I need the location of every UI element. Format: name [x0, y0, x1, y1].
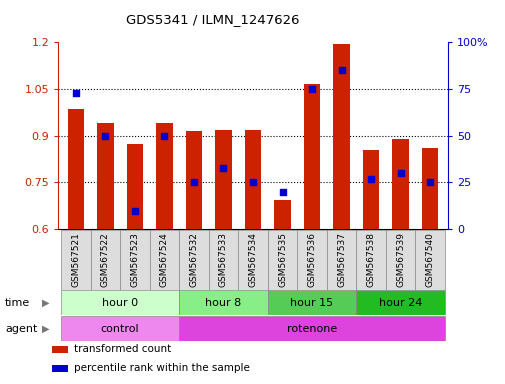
Bar	[333, 44, 349, 229]
Point	[308, 86, 316, 92]
Text: GSM567523: GSM567523	[130, 232, 139, 287]
Bar	[267, 230, 296, 290]
Bar	[52, 346, 68, 353]
Text: GSM567524: GSM567524	[160, 232, 169, 286]
Bar	[208, 230, 238, 290]
Text: agent: agent	[5, 323, 37, 334]
Bar	[244, 129, 261, 229]
Bar	[61, 316, 179, 341]
Text: control: control	[100, 323, 139, 334]
Text: hour 24: hour 24	[378, 298, 422, 308]
Text: GSM567522: GSM567522	[100, 232, 110, 286]
Text: GSM567539: GSM567539	[395, 232, 405, 287]
Bar	[304, 84, 320, 229]
Text: GDS5341 / ILMN_1247626: GDS5341 / ILMN_1247626	[126, 13, 298, 26]
Point	[425, 179, 433, 185]
Text: percentile rank within the sample: percentile rank within the sample	[74, 363, 249, 373]
Point	[396, 170, 404, 176]
Bar	[127, 144, 143, 229]
Text: GSM567534: GSM567534	[248, 232, 257, 287]
Point	[160, 132, 168, 139]
Text: rotenone: rotenone	[286, 323, 336, 334]
Bar	[185, 131, 201, 229]
Text: GSM567535: GSM567535	[277, 232, 286, 287]
Bar	[297, 230, 326, 290]
Bar	[61, 230, 90, 290]
Bar	[97, 123, 113, 229]
Point	[131, 207, 139, 214]
Text: hour 15: hour 15	[290, 298, 333, 308]
Point	[72, 89, 80, 96]
Bar	[385, 230, 415, 290]
Bar	[274, 200, 290, 229]
Text: ▶: ▶	[42, 323, 49, 334]
Point	[189, 179, 197, 185]
Bar	[415, 230, 444, 290]
Bar	[61, 290, 179, 315]
Bar	[179, 230, 208, 290]
Text: ▶: ▶	[42, 298, 49, 308]
Bar	[68, 109, 84, 229]
Text: GSM567540: GSM567540	[425, 232, 434, 287]
Bar	[326, 230, 356, 290]
Text: hour 0: hour 0	[102, 298, 138, 308]
Point	[278, 189, 286, 195]
Bar	[356, 230, 385, 290]
Text: time: time	[5, 298, 30, 308]
Point	[248, 179, 257, 185]
Point	[101, 132, 109, 139]
Text: hour 8: hour 8	[205, 298, 241, 308]
Text: transformed count: transformed count	[74, 344, 171, 354]
Text: GSM567521: GSM567521	[71, 232, 80, 287]
Bar	[52, 365, 68, 372]
Bar	[362, 150, 378, 229]
Point	[337, 67, 345, 73]
Bar	[90, 230, 120, 290]
Bar	[392, 139, 408, 229]
Bar	[356, 290, 444, 315]
Bar	[179, 316, 444, 341]
Bar	[179, 290, 267, 315]
Text: GSM567536: GSM567536	[307, 232, 316, 287]
Point	[366, 176, 374, 182]
Text: GSM567533: GSM567533	[219, 232, 228, 287]
Bar	[238, 230, 267, 290]
Point	[219, 164, 227, 170]
Bar	[215, 129, 231, 229]
Bar	[421, 148, 437, 229]
Bar	[149, 230, 179, 290]
Bar	[156, 123, 172, 229]
Bar	[120, 230, 149, 290]
Text: GSM567532: GSM567532	[189, 232, 198, 287]
Text: GSM567538: GSM567538	[366, 232, 375, 287]
Text: GSM567537: GSM567537	[336, 232, 345, 287]
Bar	[267, 290, 356, 315]
